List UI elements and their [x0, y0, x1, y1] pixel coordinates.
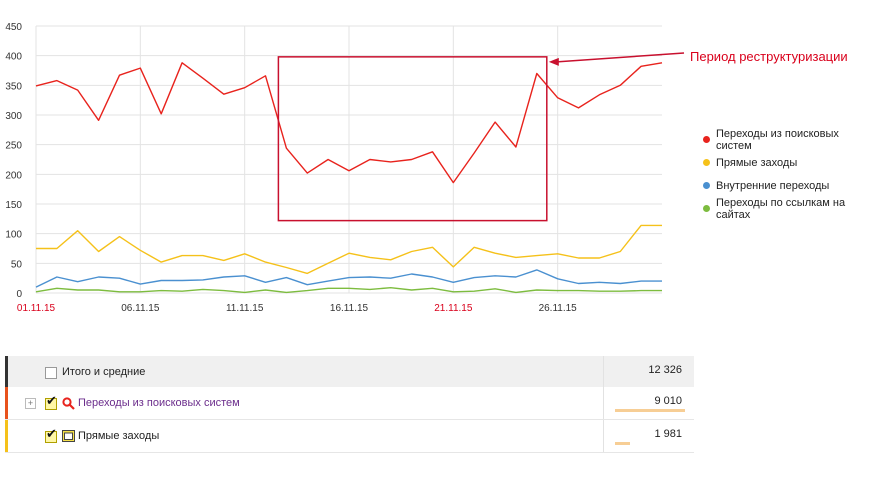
- y-tick-label: 50: [11, 259, 23, 270]
- chart-legend: Переходы из поисковых систем Прямые захо…: [703, 127, 875, 221]
- legend-dot-search: [703, 136, 710, 143]
- annotation-arrow: [556, 52, 685, 63]
- y-tick-label: 100: [5, 230, 22, 241]
- row-label-direct[interactable]: Прямые заходы: [78, 430, 160, 442]
- legend-label-internal: Внутренние переходы: [716, 179, 830, 192]
- total-value: 12 326: [648, 364, 682, 376]
- y-tick-label: 450: [5, 22, 22, 33]
- legend-item-direct[interactable]: Прямые заходы: [703, 151, 875, 174]
- traffic-line-chart: 0 50 100 150 200 250 300 350 400 450 01.11.15 06.1…: [5, 22, 685, 314]
- y-tick-label: 300: [5, 111, 22, 122]
- legend-label-direct: Прямые заходы: [716, 156, 798, 169]
- traffic-sources-table: Итого и средние 12 326 + Переходы из пои…: [5, 356, 694, 453]
- expand-toggle[interactable]: +: [25, 398, 36, 409]
- y-tick-label: 0: [16, 289, 22, 300]
- y-axis-labels: 0 50 100 150 200 250 300 350 400 450: [5, 22, 22, 300]
- x-tick-label: 26.11.15: [539, 303, 578, 314]
- series-lines: [35, 62, 663, 294]
- column-divider: [603, 356, 604, 387]
- window-icon: [62, 430, 75, 442]
- table-row-total: Итого и средние 12 326: [5, 356, 694, 387]
- chart-grid: [35, 25, 662, 294]
- y-tick-label: 350: [5, 81, 22, 92]
- share-bar-search: [615, 409, 685, 412]
- column-divider: [603, 420, 604, 452]
- y-tick-label: 150: [5, 200, 22, 211]
- series-line-0: [35, 62, 663, 184]
- y-tick-label: 250: [5, 141, 22, 152]
- annotation-arrowhead: [548, 57, 559, 66]
- legend-dot-links: [703, 205, 710, 212]
- table-row: + Переходы из поисковых систем 9 010: [5, 387, 694, 420]
- restructuring-period-box: [277, 56, 548, 222]
- legend-item-internal[interactable]: Внутренние переходы: [703, 174, 875, 197]
- row-value-search: 9 010: [654, 395, 682, 407]
- x-tick-label: 01.11.15: [17, 303, 56, 314]
- x-tick-label: 11.11.15: [226, 303, 264, 314]
- y-tick-label: 200: [5, 170, 22, 181]
- series-line-1: [36, 224, 662, 275]
- column-divider: [603, 387, 604, 419]
- legend-dot-direct: [703, 159, 710, 166]
- row-accent: [5, 356, 8, 387]
- x-tick-label: 21.11.15: [434, 303, 473, 314]
- search-icon: [62, 397, 75, 410]
- legend-item-links[interactable]: Переходы по ссылкам на сайтах: [703, 196, 875, 221]
- legend-dot-internal: [703, 182, 710, 189]
- series-line-2: [35, 269, 662, 288]
- series-line-3: [35, 287, 662, 294]
- x-tick-label: 06.11.15: [121, 303, 160, 314]
- restructuring-annotation: Период реструктуризации: [690, 49, 848, 64]
- total-label: Итого и средние: [62, 366, 146, 378]
- y-tick-label: 400: [5, 52, 22, 63]
- row-accent: [5, 387, 8, 419]
- row-value-direct: 1 981: [654, 428, 682, 440]
- share-bar-direct: [615, 442, 630, 445]
- row-checkbox[interactable]: [45, 426, 57, 443]
- x-axis-labels: 01.11.15 06.11.15 11.11.15 16.11.15 21.11.15…: [17, 303, 577, 314]
- legend-item-search[interactable]: Переходы из поисковых систем: [703, 127, 875, 152]
- row-accent: [5, 420, 8, 452]
- row-checkbox[interactable]: [45, 393, 57, 410]
- row-label-search[interactable]: Переходы из поисковых систем: [78, 397, 240, 409]
- legend-label-search: Переходы из поисковых систем: [716, 127, 839, 152]
- x-tick-label: 16.11.15: [330, 303, 369, 314]
- legend-label-links: Переходы по ссылкам на сайтах: [716, 196, 846, 221]
- table-row: Прямые заходы 1 981: [5, 420, 694, 453]
- total-checkbox[interactable]: [45, 367, 57, 379]
